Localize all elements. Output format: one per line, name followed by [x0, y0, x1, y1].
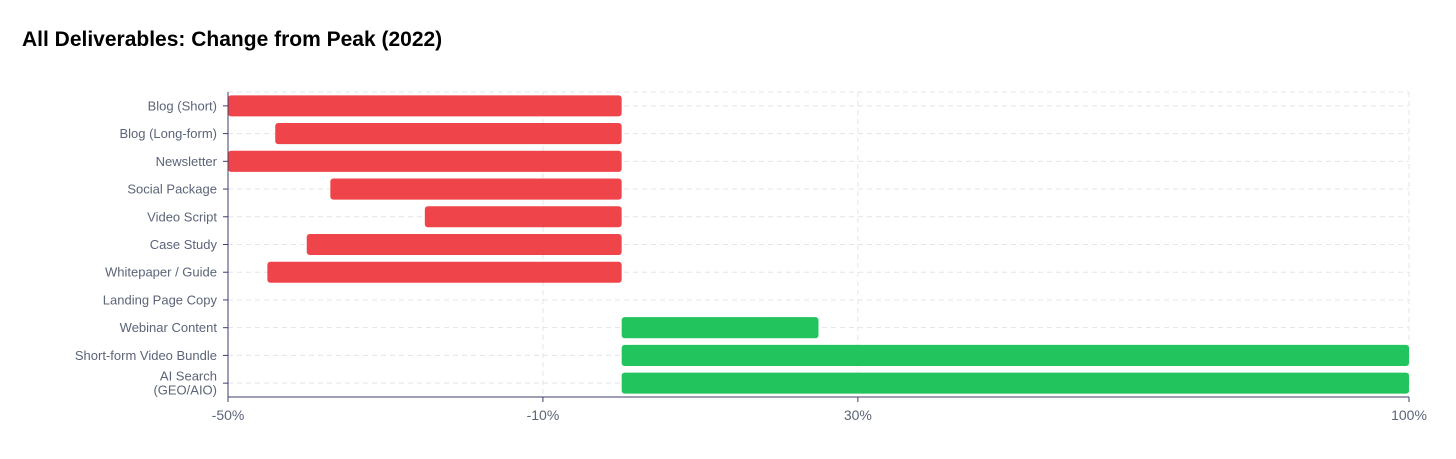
bar	[228, 95, 622, 117]
category-label: Blog (Short)	[148, 98, 217, 113]
category-label: Webinar Content	[120, 320, 218, 335]
bar	[330, 178, 622, 200]
bar	[424, 206, 622, 228]
bar	[228, 150, 622, 172]
x-tick-label: -10%	[527, 407, 560, 423]
x-tick-label: 100%	[1391, 407, 1427, 423]
bars	[228, 95, 1409, 394]
category-label: Case Study	[150, 237, 218, 252]
bar	[621, 372, 1409, 394]
bar	[621, 317, 819, 339]
bar	[267, 261, 622, 283]
axes	[223, 92, 1410, 402]
category-label: Social Package	[127, 182, 217, 197]
category-label: Newsletter	[156, 154, 218, 169]
bar	[621, 344, 1409, 366]
category-label: AI Search	[160, 369, 217, 384]
bar	[275, 123, 622, 145]
category-label: (GEO/AIO)	[153, 383, 217, 398]
labels: -50% -10% 30% 100% Blog (Short) Blog (Long-fo…	[75, 98, 1427, 423]
bar	[306, 233, 622, 256]
x-tick-label: 30%	[844, 407, 872, 423]
category-label: Landing Page Copy	[103, 292, 218, 307]
category-label: Video Script	[147, 209, 217, 224]
x-tick-label: -50%	[212, 407, 245, 423]
category-label: Short-form Video Bundle	[75, 348, 217, 363]
category-label: Whitepaper / Guide	[105, 265, 217, 280]
chart-title: All Deliverables: Change from Peak (2022…	[22, 28, 443, 51]
category-label: Blog (Long-form)	[119, 126, 217, 141]
